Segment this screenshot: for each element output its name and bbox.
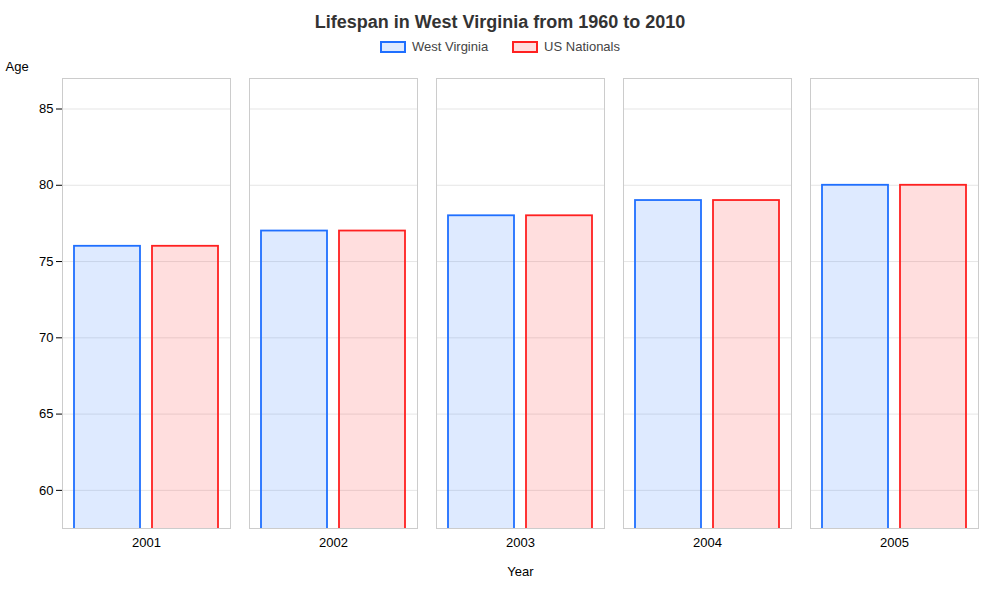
svg-text:2005: 2005 (880, 535, 909, 550)
svg-text:70: 70 (39, 330, 53, 345)
html-text:Lifespan in West Virginia from: Lifespan in West Virginia from 1960 to 2… (314, 12, 686, 32)
html-text:West Virginia: West Virginia (412, 39, 489, 54)
svg-text:Age: Age (6, 59, 29, 74)
svg-text:2001: 2001 (132, 535, 161, 550)
svg-text:2002: 2002 (319, 535, 348, 550)
svg-text:2004: 2004 (693, 535, 722, 550)
svg-text:80: 80 (39, 177, 53, 192)
html-text:US Nationals: US Nationals (544, 39, 620, 54)
svg-text:85: 85 (39, 101, 53, 116)
svg-text:2003: 2003 (506, 535, 535, 550)
svg-text:75: 75 (39, 254, 53, 269)
svg-text:60: 60 (39, 483, 53, 498)
svg-text:65: 65 (39, 406, 53, 421)
svg-text:Year: Year (507, 564, 534, 579)
